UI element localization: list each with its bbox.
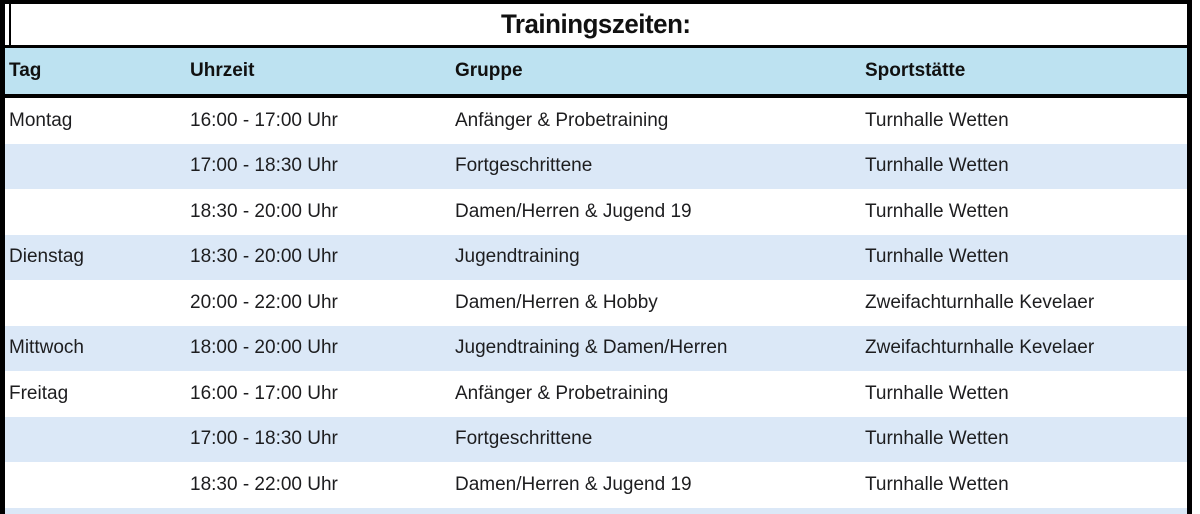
cell-sportstaette: Turnhalle Wetten xyxy=(865,109,1009,131)
table-row: 18:30 - 20:00 Uhr Damen/Herren & Jugend … xyxy=(5,189,1187,235)
table-row: 17:00 - 18:30 Uhr Fortgeschrittene Turnh… xyxy=(5,416,1187,462)
cell-uhrzeit: 18:00 - 20:00 Uhr xyxy=(190,337,338,359)
cell-gruppe: Anfänger & Probetraining xyxy=(455,109,669,131)
table-header-row: Tag Uhrzeit Gruppe Sportstätte xyxy=(5,48,1187,94)
header-cell-tag: Tag xyxy=(9,60,42,81)
cell-sportstaette: Turnhalle Wetten xyxy=(865,382,1009,404)
cell-sportstaette: Turnhalle Wetten xyxy=(865,428,1009,450)
header-cell-sportstaette: Sportstätte xyxy=(865,60,966,81)
table-row: Freitag 16:00 - 17:00 Uhr Anfänger & Pro… xyxy=(5,371,1187,417)
cell-uhrzeit: 16:00 - 17:00 Uhr xyxy=(190,109,338,131)
cell-uhrzeit: 20:00 - 22:00 Uhr xyxy=(190,291,338,313)
table-title: Trainingszeiten: xyxy=(501,9,691,39)
header-separator-line xyxy=(5,94,1187,98)
table-title-row: Trainingszeiten: xyxy=(5,4,1187,45)
cell-uhrzeit: 17:00 - 18:30 Uhr xyxy=(190,428,338,450)
table-body: Montag 16:00 - 17:00 Uhr Anfänger & Prob… xyxy=(5,98,1187,514)
cell-sportstaette: Zweifachturnhalle Kevelaer xyxy=(865,337,1095,359)
cell-sportstaette: Turnhalle Wetten xyxy=(865,246,1009,268)
cell-uhrzeit: 18:30 - 22:00 Uhr xyxy=(190,473,338,495)
cell-uhrzeit: 18:30 - 20:00 Uhr xyxy=(190,246,338,268)
cell-uhrzeit: 18:30 - 20:00 Uhr xyxy=(190,200,338,222)
cell-gruppe: Jugendtraining xyxy=(455,246,580,268)
table-row: 18:30 - 22:00 Uhr Damen/Herren & Jugend … xyxy=(5,462,1187,508)
header-cell-gruppe: Gruppe xyxy=(455,60,523,81)
table-row: Mittwoch 18:00 - 20:00 Uhr Jugendtrainin… xyxy=(5,325,1187,371)
table-row: Dienstag 18:30 - 20:00 Uhr Jugendtrainin… xyxy=(5,234,1187,280)
cell-gruppe: Damen/Herren & Hobby xyxy=(455,291,658,313)
cell-sportstaette: Zweifachturnhalle Kevelaer xyxy=(865,291,1095,313)
cell-sportstaette: Turnhalle Wetten xyxy=(865,473,1009,495)
cell-gruppe: Jugendtraining & Damen/Herren xyxy=(455,337,728,359)
cell-sportstaette: Turnhalle Wetten xyxy=(865,200,1009,222)
cell-gruppe: Anfänger & Probetraining xyxy=(455,382,669,404)
cell-tag: Dienstag xyxy=(9,246,84,268)
cell-gruppe: Damen/Herren & Jugend 19 xyxy=(455,473,692,495)
cell-uhrzeit: 17:00 - 18:30 Uhr xyxy=(190,155,338,177)
cell-tag: Freitag xyxy=(9,382,69,404)
table-row: 17:00 - 18:30 Uhr Fortgeschrittene Turnh… xyxy=(5,143,1187,189)
cell-tag: Mittwoch xyxy=(9,337,84,359)
cell-sportstaette: Turnhalle Wetten xyxy=(865,155,1009,177)
cell-tag: Montag xyxy=(9,109,73,131)
cell-uhrzeit: 16:00 - 17:00 Uhr xyxy=(190,382,338,404)
cell-gruppe: Fortgeschrittene xyxy=(455,155,593,177)
header-cell-uhrzeit: Uhrzeit xyxy=(190,60,255,81)
title-separator-line xyxy=(5,45,1187,48)
title-cell-divider-line xyxy=(9,4,11,45)
table-row: Montag 16:00 - 17:00 Uhr Anfänger & Prob… xyxy=(5,98,1187,144)
cell-gruppe: Fortgeschrittene xyxy=(455,428,593,450)
cell-gruppe: Damen/Herren & Jugend 19 xyxy=(455,200,692,222)
next-row-sliver xyxy=(5,507,1187,514)
table-row: 20:00 - 22:00 Uhr Damen/Herren & Hobby Z… xyxy=(5,280,1187,326)
